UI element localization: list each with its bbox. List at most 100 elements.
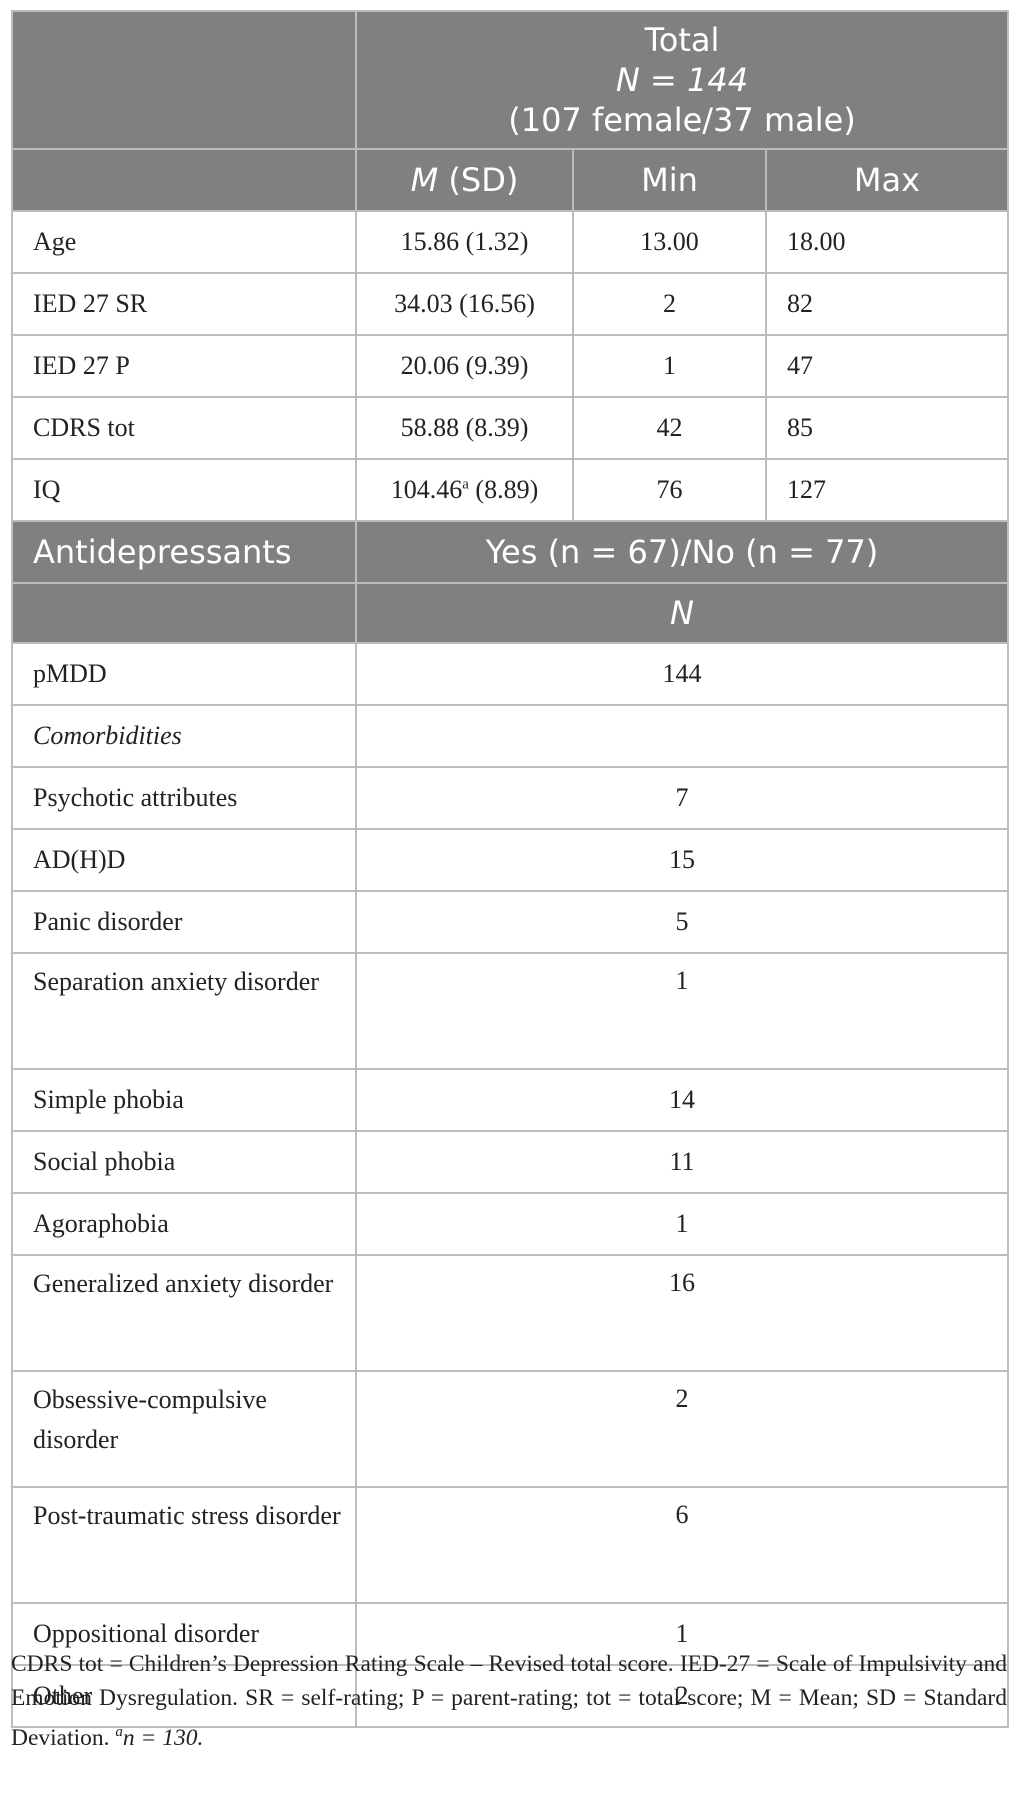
row-count: 7 [354,766,1010,830]
row-count: 15 [354,828,1010,892]
footnote-text: CDRS tot = Children’s Depression Rating … [11,1651,1007,1751]
row-count: 11 [354,1130,1010,1194]
row-count: 1 [354,1192,1010,1256]
row-label: Psychotic attributes [11,766,357,830]
row-count: 14 [354,1068,1010,1132]
antidepressants-row: Antidepressants Yes (n = 67)/No (n = 77) [11,520,1010,584]
header-title: Total [644,21,720,59]
row-label: Simple phobia [11,1068,357,1132]
n-header-row: N [11,582,1010,644]
table-footnote: CDRS tot = Children’s Depression Rating … [11,1647,1007,1755]
table-row: Oppositional disorder 1 [11,1602,1010,1666]
col-header-min: Min [572,148,767,212]
row-label: Agoraphobia [11,1192,357,1256]
header-row-columns: M (SD) Min Max [11,148,1010,212]
col-header-sd: (SD) [438,161,519,199]
row-label: IED 27 SR [11,272,357,336]
table-row: Other 2 [11,1664,1010,1728]
row-mean: 58.88 (8.39) [400,413,529,442]
row-label: IQ [11,458,357,522]
table-row: pMDD 144 [11,642,1010,706]
row-mean: 15.86 (1.32) [400,227,529,256]
row-mean-sd: 58.88 (8.39) [355,396,574,460]
count-rows: pMDD 144 Comorbidities Psychotic attributes… [11,642,1010,1728]
demographics-table: Total N = 144 (107 female/37 male) M (SD… [11,10,1010,1728]
row-max: 47 [764,334,1010,398]
row-count: 6 [354,1486,1010,1604]
n-header: N [354,582,1010,644]
row-label: Separation anxiety disorder [11,952,357,1070]
row-label: Social phobia [11,1130,357,1194]
row-label: Age [11,210,357,274]
footnote-tail: n = 130. [122,1724,204,1751]
antidepressants-value: Yes (n = 67)/No (n = 77) [354,520,1010,584]
header-row-total: Total N = 144 (107 female/37 male) [11,10,1010,150]
demographics-table-container: Total N = 144 (107 female/37 male) M (SD… [11,10,1010,1728]
row-count: 1 [354,1602,1010,1666]
col-header-m: M [410,161,439,199]
table-row: IED 27 SR 34.03 (16.56) 2 82 [11,272,1010,336]
row-mean: 20.06 (9.39) [400,351,529,380]
row-label: Oppositional disorder [11,1602,357,1666]
row-mean-sd: 15.86 (1.32) [355,210,574,274]
row-count [354,704,1010,768]
table-row: Obsessive-compulsive disorder 2 [11,1370,1010,1488]
row-count: 2 [354,1664,1010,1728]
header-n: N = 144 [615,61,749,99]
table-row: Post-traumatic stress disorder 6 [11,1486,1010,1604]
footnote-sup: a [115,1724,123,1740]
table-row: Comorbidities [11,704,1010,768]
row-min: 76 [572,458,767,522]
row-count: 5 [354,890,1010,954]
header-empty-cell-2 [11,148,357,212]
row-min: 42 [572,396,767,460]
row-count: 2 [354,1370,1010,1488]
row-sd: (8.89) [468,475,539,504]
row-mean: 104.46 [390,475,463,504]
row-sup: a [462,476,469,493]
row-count: 144 [354,642,1010,706]
n-header-empty [11,582,357,644]
table-row: Generalized anxiety disorder 16 [11,1254,1010,1372]
table-row: CDRS tot 58.88 (8.39) 42 85 [11,396,1010,460]
row-label: Panic disorder [11,890,357,954]
table-row: Age 15.86 (1.32) 13.00 18.00 [11,210,1010,274]
table-row: Social phobia 11 [11,1130,1010,1194]
row-min: 13.00 [572,210,767,274]
row-max: 18.00 [764,210,1010,274]
row-mean: 34.03 (16.56) [394,289,535,318]
row-max: 82 [764,272,1010,336]
table-row: Separation anxiety disorder 1 [11,952,1010,1070]
table-row: Agoraphobia 1 [11,1192,1010,1256]
row-max: 85 [764,396,1010,460]
row-max: 127 [764,458,1010,522]
header-sex-split: (107 female/37 male) [508,101,856,139]
row-mean-sd: 20.06 (9.39) [355,334,574,398]
row-label: Generalized anxiety disorder [11,1254,357,1372]
row-label: Obsessive-compulsive disorder [11,1370,357,1488]
row-label: AD(H)D [11,828,357,892]
row-label: Post-traumatic stress disorder [11,1486,357,1604]
table-row: Simple phobia 14 [11,1068,1010,1132]
table-row: AD(H)D 15 [11,828,1010,892]
row-label: IED 27 P [11,334,357,398]
table-row: Panic disorder 5 [11,890,1010,954]
table-row: IED 27 P 20.06 (9.39) 1 47 [11,334,1010,398]
row-count: 16 [354,1254,1010,1372]
table-row: IQ 104.46a (8.89) 76 127 [11,458,1010,522]
row-label: pMDD [11,642,357,706]
row-min: 1 [572,334,767,398]
header-empty-cell [11,10,357,150]
row-label: Other [11,1664,357,1728]
row-mean-sd: 104.46a (8.89) [355,458,574,522]
continuous-rows: Age 15.86 (1.32) 13.00 18.00 IED 27 SR 34.03 … [11,210,1010,522]
col-header-max: Max [764,148,1010,212]
header-total-cell: Total N = 144 (107 female/37 male) [354,10,1010,150]
table-row: Psychotic attributes 7 [11,766,1010,830]
row-label: Comorbidities [11,704,357,768]
row-count: 1 [354,952,1010,1070]
row-label: CDRS tot [11,396,357,460]
row-mean-sd: 34.03 (16.56) [355,272,574,336]
row-min: 2 [572,272,767,336]
col-header-msd: M (SD) [355,148,574,212]
